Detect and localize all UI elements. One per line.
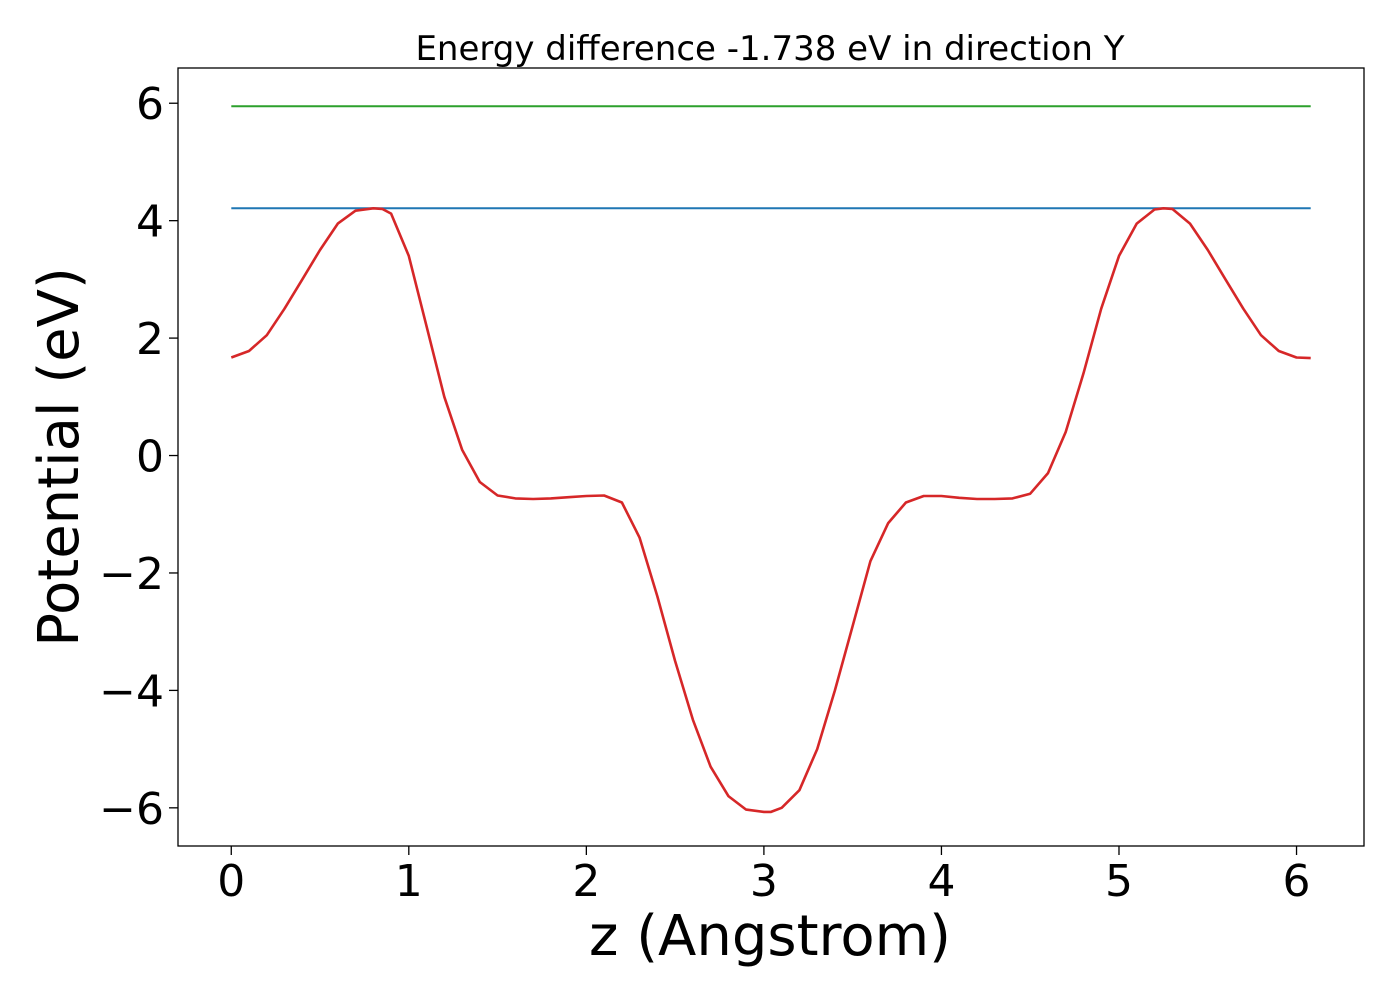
x-tick-label: 5	[1105, 856, 1133, 907]
y-tick-label: −6	[99, 784, 164, 835]
x-tick-label: 4	[927, 856, 955, 907]
series-group	[230, 105, 1311, 814]
y-tick-label: −2	[99, 549, 164, 600]
series-line-2	[230, 207, 1311, 814]
x-tick-label: 3	[750, 856, 778, 907]
y-tick-label: 6	[136, 79, 164, 130]
y-tick-label: 2	[136, 314, 164, 365]
y-tick-label: −4	[99, 666, 164, 717]
x-tick-label: 0	[217, 856, 245, 907]
x-tick-label: 2	[572, 856, 600, 907]
axes-group: 0 1 2 3 4 5 6 6 4 2 0 −2 −4 −6	[99, 67, 1365, 907]
y-tick-label: 0	[136, 432, 164, 483]
chart-title: Energy difference -1.738 eV in direction…	[415, 29, 1124, 69]
y-axis-label: Potential (eV)	[27, 267, 92, 647]
x-tick-label: 1	[395, 856, 423, 907]
x-axis-label: z (Angstrom)	[589, 904, 951, 969]
plot-frame	[177, 67, 1365, 847]
x-tick-label: 6	[1283, 856, 1311, 907]
y-tick-label: 4	[136, 197, 164, 248]
